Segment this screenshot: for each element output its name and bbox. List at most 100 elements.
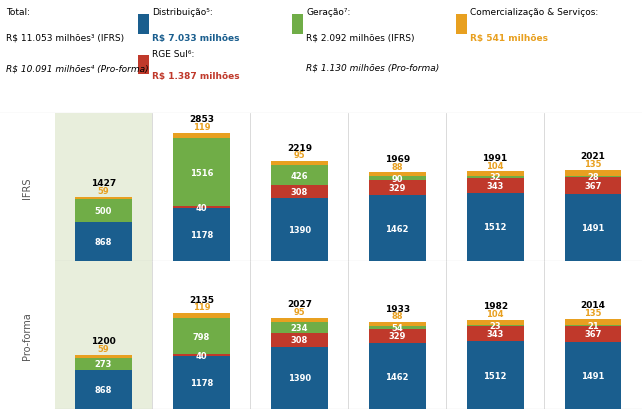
Text: 367: 367 <box>584 182 602 191</box>
Bar <box>75 355 132 358</box>
Text: 1991: 1991 <box>483 153 508 162</box>
Text: 88: 88 <box>392 312 403 321</box>
Bar <box>138 56 149 75</box>
Bar <box>173 209 230 261</box>
Bar <box>467 320 523 325</box>
Text: 95: 95 <box>293 308 305 317</box>
Text: 88: 88 <box>392 162 403 171</box>
Bar <box>55 261 153 409</box>
Text: 2853: 2853 <box>189 115 214 124</box>
Text: 308: 308 <box>291 188 308 197</box>
Text: Total:: Total: <box>6 9 30 18</box>
Bar <box>467 172 523 177</box>
Bar <box>271 318 327 322</box>
Text: RGE Sul⁶:: RGE Sul⁶: <box>152 50 195 59</box>
Bar <box>467 177 523 178</box>
Text: 1390: 1390 <box>288 226 311 235</box>
Text: 2021: 2021 <box>580 152 605 161</box>
Text: 104: 104 <box>487 310 504 319</box>
Bar <box>271 185 327 199</box>
Bar <box>75 197 132 200</box>
Text: 798: 798 <box>193 332 210 341</box>
Bar <box>467 341 523 409</box>
Text: 1427: 1427 <box>91 179 116 188</box>
Text: 21: 21 <box>587 321 599 330</box>
Text: IFRS: IFRS <box>22 177 32 198</box>
Text: 308: 308 <box>291 335 308 344</box>
Bar <box>75 358 132 370</box>
Text: 1462: 1462 <box>385 224 409 233</box>
Text: 95: 95 <box>293 151 305 160</box>
Bar <box>173 207 230 209</box>
Text: 1491: 1491 <box>582 223 605 232</box>
Bar <box>75 222 132 261</box>
Bar <box>173 139 230 207</box>
Text: 59: 59 <box>98 187 109 196</box>
Text: 1462: 1462 <box>385 372 409 381</box>
Text: 343: 343 <box>487 329 504 338</box>
Text: 40: 40 <box>196 351 207 360</box>
Text: R$ 11.053 milhões³ (IFRS): R$ 11.053 milhões³ (IFRS) <box>6 34 125 43</box>
Bar <box>565 319 621 325</box>
Text: 1491: 1491 <box>582 371 605 380</box>
Bar <box>369 329 426 344</box>
Bar <box>369 344 426 409</box>
Bar <box>565 178 621 194</box>
Text: Pro-forma: Pro-forma <box>22 311 32 359</box>
Text: 1178: 1178 <box>190 230 213 239</box>
Bar <box>456 15 467 35</box>
Text: 500: 500 <box>95 207 112 216</box>
Text: 1512: 1512 <box>483 371 507 380</box>
Text: 23: 23 <box>489 321 501 330</box>
Bar <box>271 166 327 185</box>
Bar <box>369 196 426 261</box>
Bar <box>565 325 621 326</box>
Bar <box>369 181 426 196</box>
Bar <box>565 342 621 409</box>
Bar <box>565 194 621 261</box>
Text: 135: 135 <box>584 308 602 317</box>
Text: 32: 32 <box>489 173 501 182</box>
Text: 90: 90 <box>392 175 403 184</box>
Bar <box>565 171 621 177</box>
Bar <box>369 177 426 181</box>
Bar <box>173 355 230 356</box>
Text: 54: 54 <box>392 323 403 332</box>
Text: 119: 119 <box>193 123 210 132</box>
Text: 28: 28 <box>587 173 599 182</box>
Text: Geração⁷:: Geração⁷: <box>306 9 351 18</box>
Text: 426: 426 <box>291 171 308 180</box>
Text: 1969: 1969 <box>385 155 410 164</box>
Bar <box>271 333 327 347</box>
Text: 2219: 2219 <box>287 143 312 152</box>
Text: Comercialização & Serviços:: Comercialização & Serviços: <box>470 9 598 18</box>
Text: 135: 135 <box>584 160 602 169</box>
Text: 2014: 2014 <box>580 300 605 309</box>
Text: R$ 2.092 milhões (IFRS): R$ 2.092 milhões (IFRS) <box>306 34 415 43</box>
Text: 1516: 1516 <box>189 168 213 177</box>
Bar <box>138 15 149 35</box>
Text: R$ 541 milhões: R$ 541 milhões <box>470 34 548 43</box>
Bar <box>565 177 621 178</box>
Bar <box>271 199 327 261</box>
Text: 367: 367 <box>584 330 602 339</box>
Text: R$ 7.033 milhões: R$ 7.033 milhões <box>152 34 239 43</box>
Bar <box>75 370 132 409</box>
Text: 1390: 1390 <box>288 373 311 382</box>
Bar <box>173 313 230 319</box>
Text: 1200: 1200 <box>91 337 116 346</box>
Text: 343: 343 <box>487 181 504 190</box>
Bar <box>271 322 327 333</box>
Text: 868: 868 <box>95 237 112 246</box>
Bar <box>369 173 426 177</box>
Text: 868: 868 <box>95 385 112 394</box>
Text: 104: 104 <box>487 161 504 170</box>
Bar <box>271 347 327 409</box>
Text: R$ 10.091 milhões⁴ (Pro-forma): R$ 10.091 milhões⁴ (Pro-forma) <box>6 64 149 73</box>
Text: R$ 1.130 milhões (Pro-forma): R$ 1.130 milhões (Pro-forma) <box>306 63 440 72</box>
Text: 1512: 1512 <box>483 223 507 232</box>
Text: 2135: 2135 <box>189 295 214 304</box>
Bar <box>467 178 523 193</box>
Text: 1982: 1982 <box>483 302 508 310</box>
Bar <box>173 133 230 139</box>
